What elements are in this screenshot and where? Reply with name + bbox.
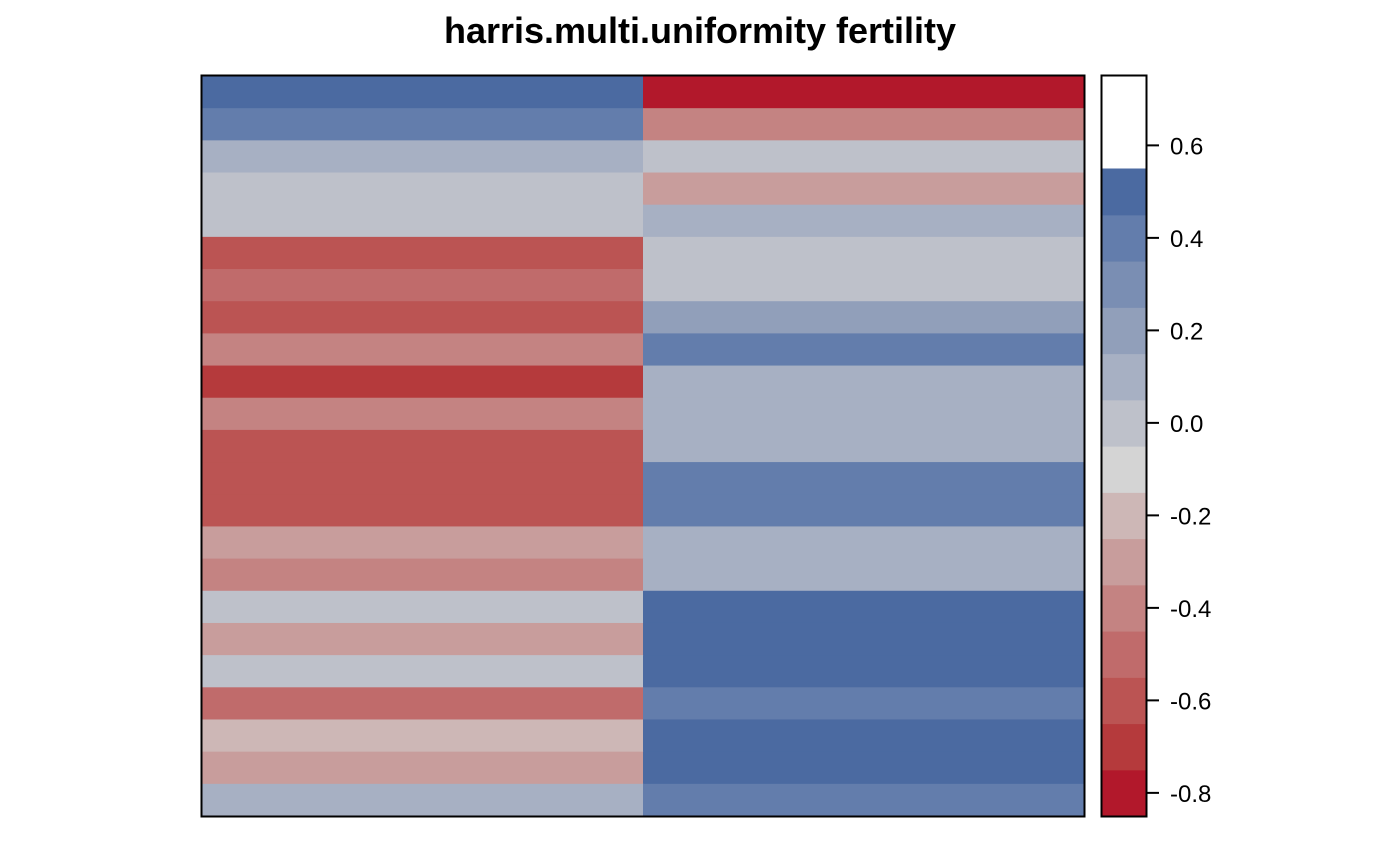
heatmap-cell (202, 397, 644, 431)
heatmap-cell (202, 204, 644, 238)
heatmap-cell (202, 172, 644, 206)
colorbar-segment (1102, 446, 1146, 493)
heatmap-cell (643, 783, 1085, 817)
heatmap-cell (643, 494, 1085, 528)
heatmap-cell (643, 526, 1085, 560)
colorbar-frame (1100, 74, 1148, 818)
colorbar-segment (1102, 538, 1146, 586)
colorbar-tick-label: 0.0 (1170, 411, 1203, 438)
heatmap-cell (202, 365, 644, 399)
colorbar-segment (1102, 677, 1146, 725)
colorbar-segment (1102, 584, 1146, 632)
plot-frame (200, 74, 1086, 818)
heatmap-cell (643, 236, 1085, 270)
heatmap-cell (202, 526, 644, 560)
heatmap-cell (643, 462, 1085, 495)
colorbar-segment (1102, 353, 1146, 401)
heatmap-cell (202, 429, 644, 463)
heatmap-cell (643, 269, 1085, 302)
heatmap-cell (202, 622, 644, 656)
heatmap-cell (202, 590, 644, 624)
heatmap-cell (643, 558, 1085, 592)
heatmap-cell (202, 462, 644, 495)
colorbar-tick-label: 0.2 (1170, 318, 1203, 345)
heatmap-cell (643, 719, 1085, 753)
colorbar-segment (1102, 769, 1146, 817)
heatmap-cell (202, 301, 644, 334)
colorbar-segment (1102, 214, 1146, 262)
heatmap-cell (643, 622, 1085, 656)
colorbar-segment (1102, 307, 1146, 355)
colorbar-segment (1102, 261, 1146, 308)
heatmap-cell (643, 397, 1085, 431)
heatmap-cell (643, 140, 1085, 174)
heatmap-cell (643, 204, 1085, 238)
heatmap-cells (202, 76, 1085, 817)
heatmap-cell (202, 76, 644, 109)
heatmap-cell (643, 172, 1085, 206)
colorbar-segment (1102, 631, 1146, 678)
heatmap-cell (202, 494, 644, 528)
heatmap-cell (202, 269, 644, 302)
heatmap-cell (202, 140, 644, 174)
heatmap-cell (202, 783, 644, 817)
colorbar-tick-label: -0.8 (1170, 781, 1211, 808)
heatmap-cell (643, 655, 1085, 688)
colorbar-tick-label: 0.4 (1170, 226, 1203, 253)
heatmap-cell (643, 590, 1085, 624)
heatmap-cell (643, 301, 1085, 334)
heatmap-cell (643, 751, 1085, 785)
heatmap-cell (202, 108, 644, 141)
colorbar-segment (1102, 492, 1146, 540)
heatmap-cell (202, 333, 644, 367)
heatmap-cell (202, 751, 644, 785)
colorbar-tick-label: -0.2 (1170, 503, 1211, 530)
heatmap-cell (202, 236, 644, 270)
heatmap-cell (643, 687, 1085, 721)
heatmap-cell (202, 558, 644, 592)
colorbar (1102, 168, 1146, 817)
heatmap-cell (643, 76, 1085, 109)
heatmap-cell (643, 365, 1085, 399)
colorbar-tick-label: -0.4 (1170, 596, 1211, 623)
colorbar-axis: -0.8 -0.6 -0.4 -0.2 0.0 0.2 0.4 0.6 (1147, 133, 1211, 808)
colorbar-segment (1102, 399, 1146, 447)
heatmap-cell (643, 429, 1085, 463)
heatmap-cell (643, 333, 1085, 367)
colorbar-tick-label: 0.6 (1170, 133, 1203, 160)
chart-title: harris.multi.uniformity fertility (443, 10, 957, 51)
colorbar-tick-label: -0.6 (1170, 688, 1211, 715)
colorbar-segment (1102, 168, 1146, 216)
heatmap-cell (202, 655, 644, 688)
heatmap-cell (202, 719, 644, 753)
colorbar-segment (1102, 723, 1146, 771)
heatmap-cell (643, 108, 1085, 141)
heatmap-cell (202, 687, 644, 721)
